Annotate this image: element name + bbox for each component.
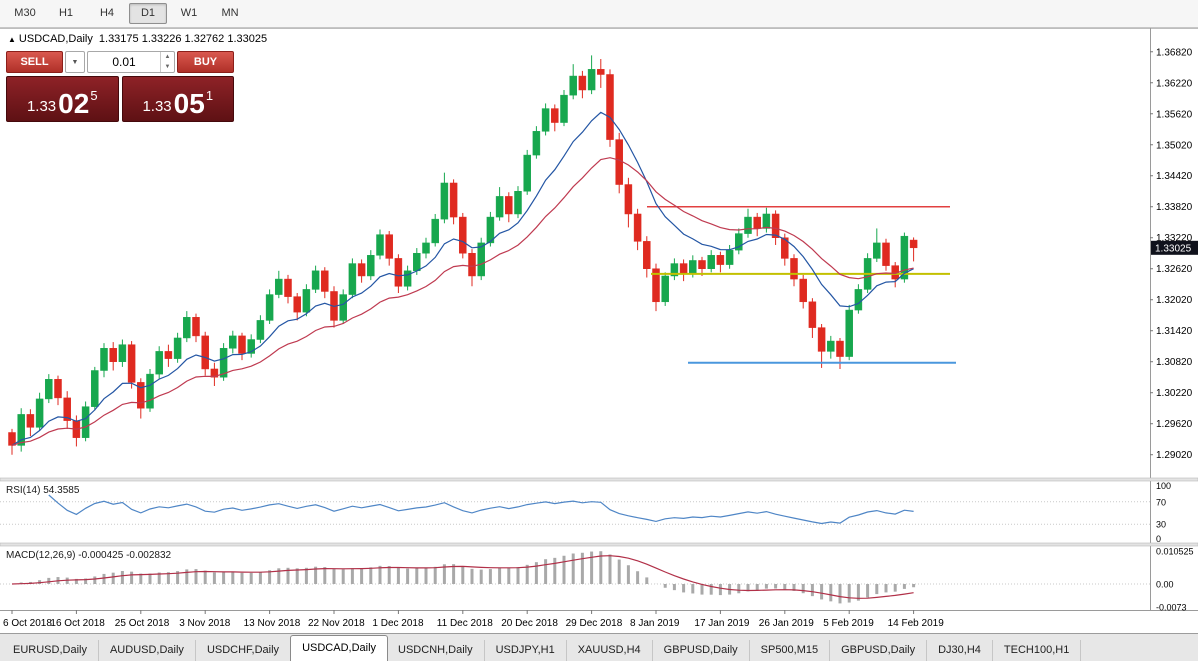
rsi-label: RSI(14) 54.3585 <box>6 485 80 496</box>
sell-price-display[interactable]: 1.33 02 5 <box>6 76 119 122</box>
timeframe-button-w1[interactable]: W1 <box>180 7 198 19</box>
lot-stepper-up-icon[interactable]: ▲ <box>164 54 171 60</box>
timeframe-button-h4[interactable]: H4 <box>99 7 115 19</box>
chart-title: ▲ USDCAD,Daily 1.33175 1.33226 1.32762 1.3… <box>8 33 267 45</box>
ma-fast-line <box>11 111 914 446</box>
chart-tab-4-usdcnh-daily[interactable]: USDCNH,Daily <box>387 640 485 661</box>
chart-ohlc-values: 1.33175 1.33226 1.32762 1.33025 <box>98 33 268 45</box>
svg-text:1.32020: 1.32020 <box>1156 295 1193 306</box>
timeframe-button-m30[interactable]: M30 <box>14 7 36 19</box>
chart-tab-7-gbpusd-daily[interactable]: GBPUSD,Daily <box>653 640 750 661</box>
svg-text:26 Jan 2019: 26 Jan 2019 <box>759 618 814 629</box>
svg-text:1 Dec 2018: 1 Dec 2018 <box>372 618 424 629</box>
lot-size-field[interactable]: 0.01 ▲ ▼ <box>87 51 175 73</box>
svg-text:14 Feb 2019: 14 Feb 2019 <box>888 618 945 629</box>
chart-tab-6-xauusd-h4[interactable]: XAUUSD,H4 <box>567 640 653 661</box>
chart-tab-11-tech100-h1[interactable]: TECH100,H1 <box>993 640 1082 661</box>
svg-text:25 Oct 2018: 25 Oct 2018 <box>115 618 170 629</box>
one-click-trading-panel: SELL ▼ 0.01 ▲ ▼ BUY 1.33 02 5 1.33 05 <box>6 51 234 122</box>
svg-text:11 Dec 2018: 11 Dec 2018 <box>437 618 493 629</box>
chart-tab-10-dj30-h4[interactable]: DJ30,H4 <box>927 640 993 661</box>
svg-text:1.29020: 1.29020 <box>1156 450 1193 461</box>
timeframe-button-mn[interactable]: MN <box>221 7 239 19</box>
svg-text:1.32620: 1.32620 <box>1156 264 1193 275</box>
price-axis: 1.36820 1.36220 1.35620 1.35020 1.34420 1.338… <box>1150 47 1198 461</box>
svg-text:13 Nov 2018: 13 Nov 2018 <box>244 618 301 629</box>
svg-text:20 Dec 2018: 20 Dec 2018 <box>501 618 558 629</box>
svg-text:17 Jan 2019: 17 Jan 2019 <box>694 618 749 629</box>
lot-size-value[interactable]: 0.01 <box>112 55 136 69</box>
order-type-dropdown[interactable]: ▼ <box>65 51 85 73</box>
svg-text:1.29620: 1.29620 <box>1156 419 1193 430</box>
chart-tabs: EURUSD,Daily AUDUSD,Daily USDCHF,Daily USDC… <box>2 634 1082 661</box>
rsi-line <box>48 494 914 525</box>
buy-price-pip-digit: 1 <box>205 88 214 103</box>
svg-text:1.35020: 1.35020 <box>1156 140 1193 151</box>
svg-text:100: 100 <box>1156 481 1171 491</box>
svg-text:1.33025: 1.33025 <box>1155 243 1192 254</box>
svg-text:1.36820: 1.36820 <box>1156 47 1193 58</box>
chart-tab-3-usdcad-daily[interactable]: USDCAD,Daily <box>290 635 389 661</box>
svg-text:3 Nov 2018: 3 Nov 2018 <box>179 618 231 629</box>
svg-text:70: 70 <box>1156 497 1166 507</box>
trade-controls-row: SELL ▼ 0.01 ▲ ▼ BUY <box>6 51 234 73</box>
svg-text:8 Jan 2019: 8 Jan 2019 <box>630 618 680 629</box>
svg-text:0: 0 <box>1156 534 1161 544</box>
buy-price-big-digits: 05 <box>173 88 205 120</box>
svg-text:1.36220: 1.36220 <box>1156 78 1193 89</box>
svg-text:16 Oct 2018: 16 Oct 2018 <box>50 618 105 629</box>
chart-tab-2-usdchf-daily[interactable]: USDCHF,Daily <box>196 640 292 661</box>
chart-tab-bar: EURUSD,Daily AUDUSD,Daily USDCHF,Daily USDC… <box>0 633 1198 661</box>
chart-tab-9-gbpusd-daily[interactable]: GBPUSD,Daily <box>830 640 928 661</box>
buy-price-display[interactable]: 1.33 05 1 <box>121 76 234 122</box>
current-price-badge <box>1151 240 1198 255</box>
timeframe-button-group: M30 H1 H4 D1 W1 MN <box>6 3 252 24</box>
svg-text:6 Oct 2018: 6 Oct 2018 <box>3 618 52 629</box>
trade-prices-row: 1.33 02 5 1.33 05 1 <box>6 76 234 122</box>
candles <box>8 55 918 455</box>
svg-text:1.35620: 1.35620 <box>1156 109 1193 120</box>
sell-button[interactable]: SELL <box>6 51 63 73</box>
sell-price-pip-digit: 5 <box>90 88 98 103</box>
timeframe-toolbar: M30 H1 H4 D1 W1 MN <box>0 0 1198 28</box>
svg-text:0.00: 0.00 <box>1156 580 1174 590</box>
svg-text:30: 30 <box>1156 520 1166 530</box>
svg-text:1.30820: 1.30820 <box>1156 357 1193 368</box>
dropdown-caret-icon: ▼ <box>71 58 79 66</box>
svg-text:1.30220: 1.30220 <box>1156 388 1193 399</box>
timeframe-button-d1[interactable]: D1 <box>129 3 167 24</box>
lot-stepper: ▲ ▼ <box>160 52 174 72</box>
svg-text:22 Nov 2018: 22 Nov 2018 <box>308 618 365 629</box>
svg-text:0.010525: 0.010525 <box>1156 546 1194 556</box>
pane-splitter[interactable] <box>0 477 1198 482</box>
macd-histogram <box>19 551 916 604</box>
chart-tab-8-sp500-m15[interactable]: SP500,M15 <box>750 640 831 661</box>
ma-slow-line <box>11 157 914 446</box>
svg-text:1.33820: 1.33820 <box>1156 202 1193 213</box>
svg-text:-0.0073: -0.0073 <box>1156 602 1187 612</box>
chart-tab-5-usdjpy-h1[interactable]: USDJPY,H1 <box>485 640 567 661</box>
macd-label: MACD(12,26,9) -0.000425 -0.002832 <box>6 550 172 561</box>
buy-price-prefix: 1.33 <box>142 98 172 115</box>
pane-splitter[interactable] <box>0 542 1198 547</box>
svg-text:5 Feb 2019: 5 Feb 2019 <box>823 618 874 629</box>
chart-tab-1-audusd-daily[interactable]: AUDUSD,Daily <box>99 640 196 661</box>
lot-stepper-down-icon[interactable]: ▼ <box>164 64 171 70</box>
sell-price-prefix: 1.33 <box>26 98 57 115</box>
chart-symbol-label: USDCAD,Daily <box>18 33 93 45</box>
collapse-arrow-icon: ▲ <box>8 35 16 44</box>
svg-text:29 Dec 2018: 29 Dec 2018 <box>566 618 623 629</box>
buy-button[interactable]: BUY <box>177 51 234 73</box>
svg-text:1.34420: 1.34420 <box>1156 171 1193 182</box>
svg-text:1.31420: 1.31420 <box>1156 326 1193 337</box>
macd-signal-line <box>11 555 914 599</box>
chart-area[interactable]: 1.368201.362201.356201.350201.344201.338… <box>0 0 1198 633</box>
svg-text:1.33220: 1.33220 <box>1156 233 1193 244</box>
timeframe-button-h1[interactable]: H1 <box>58 7 74 19</box>
sell-price-big-digits: 02 <box>58 88 90 120</box>
chart-tab-0-eurusd-daily[interactable]: EURUSD,Daily <box>2 640 99 661</box>
